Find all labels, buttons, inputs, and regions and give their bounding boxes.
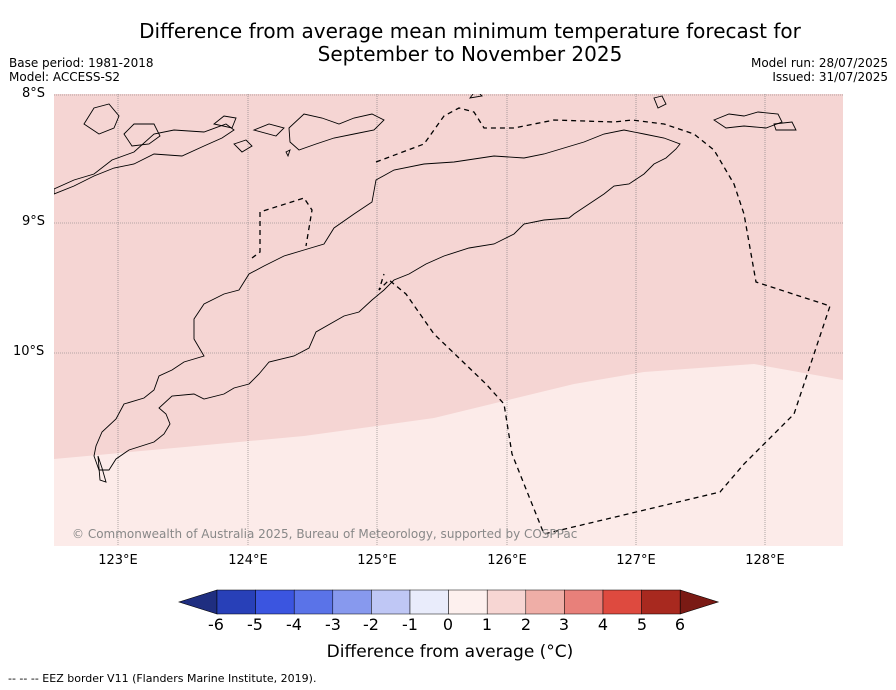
graticule <box>54 94 843 546</box>
colorbar-tick: 4 <box>597 615 609 634</box>
colorbar-cell <box>641 589 681 615</box>
colorbar-tick: -4 <box>286 615 302 634</box>
colorbar-extend-min <box>178 589 218 615</box>
lon-label-123e: 123°E <box>98 553 138 568</box>
colorbar-tick: -2 <box>363 615 379 634</box>
chart-title: Difference from average mean minimum tem… <box>100 20 840 66</box>
lon-label-127e: 127°E <box>616 553 656 568</box>
colorbar-cell <box>602 589 642 615</box>
colorbar-tick: 2 <box>520 615 532 634</box>
colorbar-tick: 6 <box>674 615 686 634</box>
colorbar-cell <box>293 589 334 615</box>
colorbar-cell <box>332 589 372 615</box>
coastlines <box>54 94 797 483</box>
colorbar-tick: 0 <box>442 615 454 634</box>
colorbar <box>178 589 720 615</box>
model-run: Model run: 28/07/2025 <box>750 56 888 70</box>
lon-label-125e: 125°E <box>357 553 397 568</box>
colorbar-cell <box>525 589 565 615</box>
eez-footnote: -- -- -- EEZ border V11 (Flanders Marine… <box>8 672 317 685</box>
colorbar-cell <box>371 589 411 615</box>
forecast-map: © Commonwealth of Australia 2025, Bureau… <box>54 94 843 546</box>
lon-label-126e: 126°E <box>487 553 527 568</box>
colorbar-extend-max <box>679 589 720 615</box>
model-name: Model: ACCESS-S2 <box>9 70 121 84</box>
meta-right: Model run: 28/07/2025 Issued: 31/07/2025 <box>751 56 888 84</box>
colorbar-tick: -6 <box>208 615 224 634</box>
title-line-2: September to November 2025 <box>317 42 623 66</box>
colorbar-cell <box>448 589 488 615</box>
colorbar-cell <box>486 589 527 615</box>
eez-border <box>251 107 831 535</box>
lat-label-10s: 10°S <box>13 344 45 359</box>
colorbar-tick: 1 <box>481 615 493 634</box>
colorbar-tick: -3 <box>325 615 341 634</box>
lon-label-128e: 128°E <box>745 553 785 568</box>
anomaly-band-1-2 <box>54 94 843 459</box>
colorbar-cell <box>216 589 256 615</box>
colorbar-tick: -1 <box>402 615 418 634</box>
colorbar-tick: 3 <box>558 615 570 634</box>
meta-left: Base period: 1981-2018 Model: ACCESS-S2 <box>9 56 154 84</box>
issued-date: Issued: 31/07/2025 <box>772 70 888 84</box>
base-period: Base period: 1981-2018 <box>9 56 154 70</box>
lat-label-9s: 9°S <box>22 214 46 229</box>
colorbar-tick: -5 <box>247 615 263 634</box>
colorbar-cell <box>564 589 604 615</box>
colorbar-tick: 5 <box>636 615 648 634</box>
colorbar-label: Difference from average (°C) <box>326 642 574 662</box>
title-line-1: Difference from average mean minimum tem… <box>139 19 801 43</box>
lat-label-8s: 8°S <box>22 86 46 101</box>
colorbar-cell <box>409 589 449 615</box>
colorbar-cell <box>255 589 295 615</box>
lon-label-124e: 124°E <box>228 553 268 568</box>
copyright-notice: © Commonwealth of Australia 2025, Bureau… <box>72 527 577 541</box>
